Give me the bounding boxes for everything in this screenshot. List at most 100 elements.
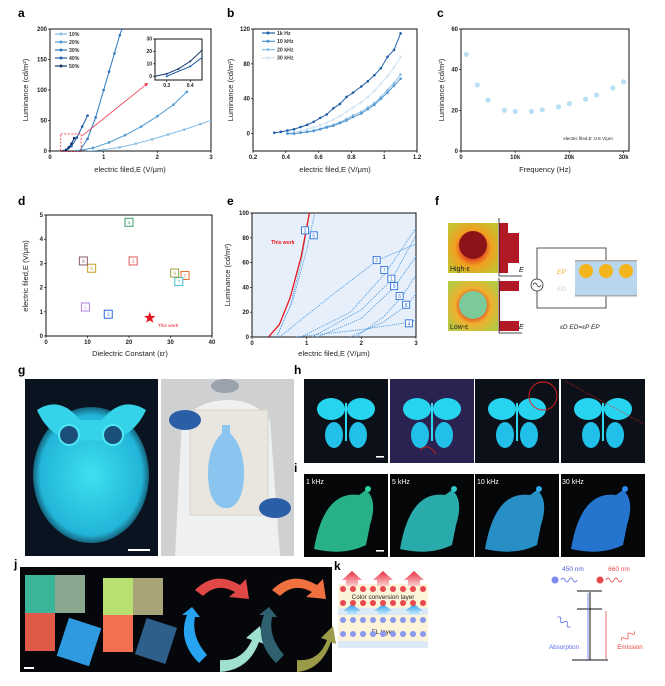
chart-d-xtick-label: 0 <box>44 340 48 346</box>
chart-a-data-point <box>182 128 186 131</box>
chart-e-ytick-label: 40 <box>242 285 249 291</box>
panel-f-diagram: High-ε Low-ε E E EP ED εD ED=εP EP <box>448 218 637 334</box>
chart-a-data-point <box>139 125 143 128</box>
legend-marker <box>59 48 63 52</box>
vase-pattern <box>208 425 244 508</box>
red-qd-dot <box>420 600 426 606</box>
chart-a-data-point <box>86 114 89 117</box>
peacock-head <box>365 486 371 492</box>
chart-c-ytick-label: 20 <box>451 108 458 114</box>
butterfly-wing <box>520 422 538 448</box>
chart-b-data-point <box>305 130 309 134</box>
chart-a-ylabel: Luminance (cd/m²) <box>21 58 30 121</box>
chart-b-data-point <box>279 130 283 134</box>
chart-c-data-point <box>485 97 491 103</box>
blue-photon-icon <box>551 576 559 584</box>
chart-b-xtick-label: 0.2 <box>249 155 258 161</box>
chart-b-data-point <box>366 95 370 99</box>
butterfly-wing <box>604 398 632 420</box>
red-qd-dot <box>350 586 356 592</box>
chart-c-data-point <box>501 107 507 113</box>
blue-phosphor-dot <box>410 631 416 637</box>
chart-a-zoom-arrow <box>81 82 149 137</box>
chart-a-inset-xtick-label: 0.4 <box>187 83 194 89</box>
chart-a-data-point <box>64 148 68 151</box>
chart-b-data-point <box>325 126 329 129</box>
chart-d-xtick-label: 20 <box>126 340 133 346</box>
chart-a-data-point <box>62 149 65 151</box>
chart-d-marker-label: 4 <box>128 220 131 226</box>
chart-c: 0 10k 20k 30k 0 20 40 60 <box>451 27 630 161</box>
absorption-label: Absorption <box>549 644 580 651</box>
chart-a-data-point <box>185 90 189 94</box>
chart-c-data-point <box>610 85 616 91</box>
chart-b-data-point <box>379 82 383 86</box>
chart-e-ref-marker <box>309 231 318 240</box>
chart-c-data-point <box>539 107 545 113</box>
chart-d-ytick-label: 2 <box>40 286 44 292</box>
chart-a-inset-data-point <box>177 67 180 70</box>
chart-a-xtick-label: 3 <box>209 155 213 161</box>
chart-e-reference-curve-6 <box>355 274 416 337</box>
chart-e-xtick-label: 1 <box>305 341 309 347</box>
blue-phosphor-dot <box>350 617 356 623</box>
chart-d-ytick-label: 1 <box>40 310 44 316</box>
panel-h-photos <box>304 379 645 463</box>
chart-b-data-point <box>386 88 389 92</box>
butterfly-body <box>602 403 604 441</box>
chart-e-reference-curve-8 <box>350 293 416 337</box>
chart-d-ytick-label: 3 <box>40 261 44 267</box>
chart-b-data-point <box>366 107 370 111</box>
chart-e-reference-curve-1 <box>311 235 416 337</box>
low-eps-label: Low-ε <box>450 324 468 331</box>
chart-d-xtick-label: 10 <box>84 340 91 346</box>
chart-a-inset-series <box>155 26 497 78</box>
legend-marker <box>59 40 63 44</box>
high-field-profile <box>499 223 519 273</box>
high-eps-particle <box>459 231 487 259</box>
chart-a-inset-data-point <box>495 26 497 28</box>
legend-label: 1k Hz <box>277 31 291 37</box>
chart-e-ref-marker <box>301 226 309 235</box>
butterfly-wing <box>325 422 343 448</box>
blue-phosphor-dot <box>420 631 426 637</box>
chart-c-data-point <box>474 82 480 88</box>
chart-a-data-point <box>86 137 89 141</box>
chart-b-data-point <box>312 120 315 124</box>
chart-d-xlabel: Dielectric Constant (εr) <box>92 349 168 358</box>
chart-a-data-point <box>70 142 73 145</box>
chart-a-data-point <box>118 146 122 149</box>
owl-eye <box>102 424 124 446</box>
chart-d-marker-9 <box>170 268 180 278</box>
legend-marker <box>266 31 270 35</box>
scale-bar <box>376 456 384 458</box>
butterfly-wing <box>317 398 345 420</box>
butterfly-wing <box>349 422 367 448</box>
chart-c-xtick-label: 20k <box>564 155 575 161</box>
chart-c-data-point <box>528 108 535 114</box>
panel-label-e: e <box>227 194 234 208</box>
blue-phosphor-dot <box>420 617 426 623</box>
chart-e-ref-marker <box>380 266 389 274</box>
chart-d-marker-2 <box>128 256 138 266</box>
chart-a-arrowhead-icon <box>144 83 148 87</box>
chart-e-ylabel: Luminance (cd/m²) <box>223 243 232 306</box>
butterfly-wing <box>403 398 431 420</box>
chart-a-data-point <box>67 146 71 149</box>
chart-d-marker-label: 7 <box>177 280 180 286</box>
chart-b-data-point <box>386 74 389 78</box>
emission-up-arrow-icon <box>342 571 362 586</box>
peacock-figure <box>314 490 374 552</box>
blue-phosphor-dot <box>340 617 346 623</box>
chart-a-data-point <box>113 52 116 55</box>
blue-phosphor-dot <box>370 617 376 623</box>
chart-a-inset-data-point <box>189 65 192 68</box>
chart-a-xtick-label: 1 <box>102 155 106 161</box>
scale-bar <box>376 550 384 552</box>
field-axis-label-low: E <box>519 324 524 331</box>
chart-e-this-work-label: This work <box>271 240 295 246</box>
cut-highlight-circle <box>528 381 558 411</box>
phosphor-particle <box>579 264 593 278</box>
red-qd-dot <box>390 600 396 606</box>
